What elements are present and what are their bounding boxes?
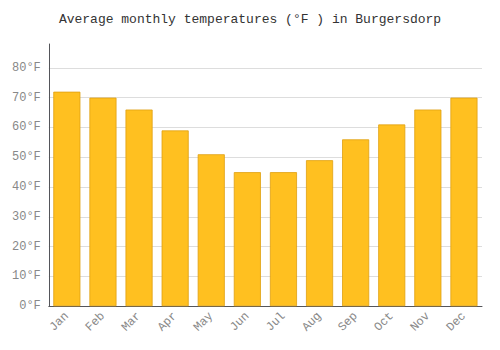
svg-text:40°F: 40°F [12, 180, 41, 194]
svg-text:0°F: 0°F [19, 299, 41, 313]
svg-text:80°F: 80°F [12, 61, 41, 75]
svg-text:10°F: 10°F [12, 269, 41, 283]
svg-text:Mar: Mar [119, 309, 144, 334]
svg-text:Aug: Aug [299, 309, 324, 334]
svg-text:Jun: Jun [227, 309, 252, 334]
svg-text:70°F: 70°F [12, 91, 41, 105]
svg-text:Jul: Jul [263, 309, 288, 334]
svg-text:50°F: 50°F [12, 150, 41, 164]
svg-text:Dec: Dec [444, 309, 469, 334]
svg-text:20°F: 20°F [12, 240, 41, 254]
svg-text:Average monthly temperatures (: Average monthly temperatures (°F ) in Bu… [59, 12, 441, 27]
svg-text:60°F: 60°F [12, 120, 41, 134]
svg-text:Nov: Nov [408, 309, 433, 334]
svg-text:Apr: Apr [155, 309, 180, 334]
svg-text:30°F: 30°F [12, 210, 41, 224]
svg-text:Jan: Jan [47, 309, 72, 334]
svg-text:May: May [191, 309, 216, 334]
svg-text:Sep: Sep [335, 309, 360, 334]
svg-text:Feb: Feb [83, 309, 108, 334]
svg-text:Oct: Oct [372, 309, 397, 334]
